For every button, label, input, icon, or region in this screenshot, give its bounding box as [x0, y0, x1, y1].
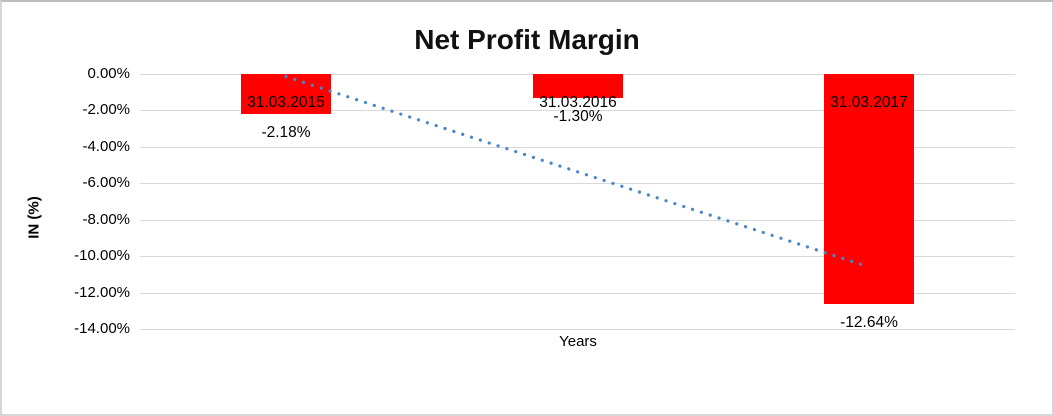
y-tick-label: -6.00% [82, 174, 130, 191]
chart-title: Net Profit Margin [414, 24, 640, 55]
data-label: -2.18% [261, 124, 311, 141]
category-label: 31.03.2015 [247, 94, 325, 111]
category-label: 31.03.2017 [830, 94, 908, 111]
gridline [140, 329, 1015, 330]
y-tick-label: -8.00% [82, 211, 130, 228]
category-label: 31.03.2016 [539, 94, 617, 111]
y-tick-label: -10.00% [74, 247, 130, 264]
y-tick-label: -2.00% [82, 101, 130, 118]
data-label: -1.30% [553, 108, 603, 125]
y-tick-label: -12.00% [74, 284, 130, 301]
data-label: -12.64% [840, 314, 898, 331]
y-tick-label: -4.00% [82, 138, 130, 155]
y-tick-label: 0.00% [87, 65, 130, 82]
y-tick-label: -14.00% [74, 320, 130, 337]
y-axis-title: IN (%) [25, 196, 43, 239]
gridline [140, 293, 1015, 294]
x-axis-title: Years [559, 333, 597, 350]
